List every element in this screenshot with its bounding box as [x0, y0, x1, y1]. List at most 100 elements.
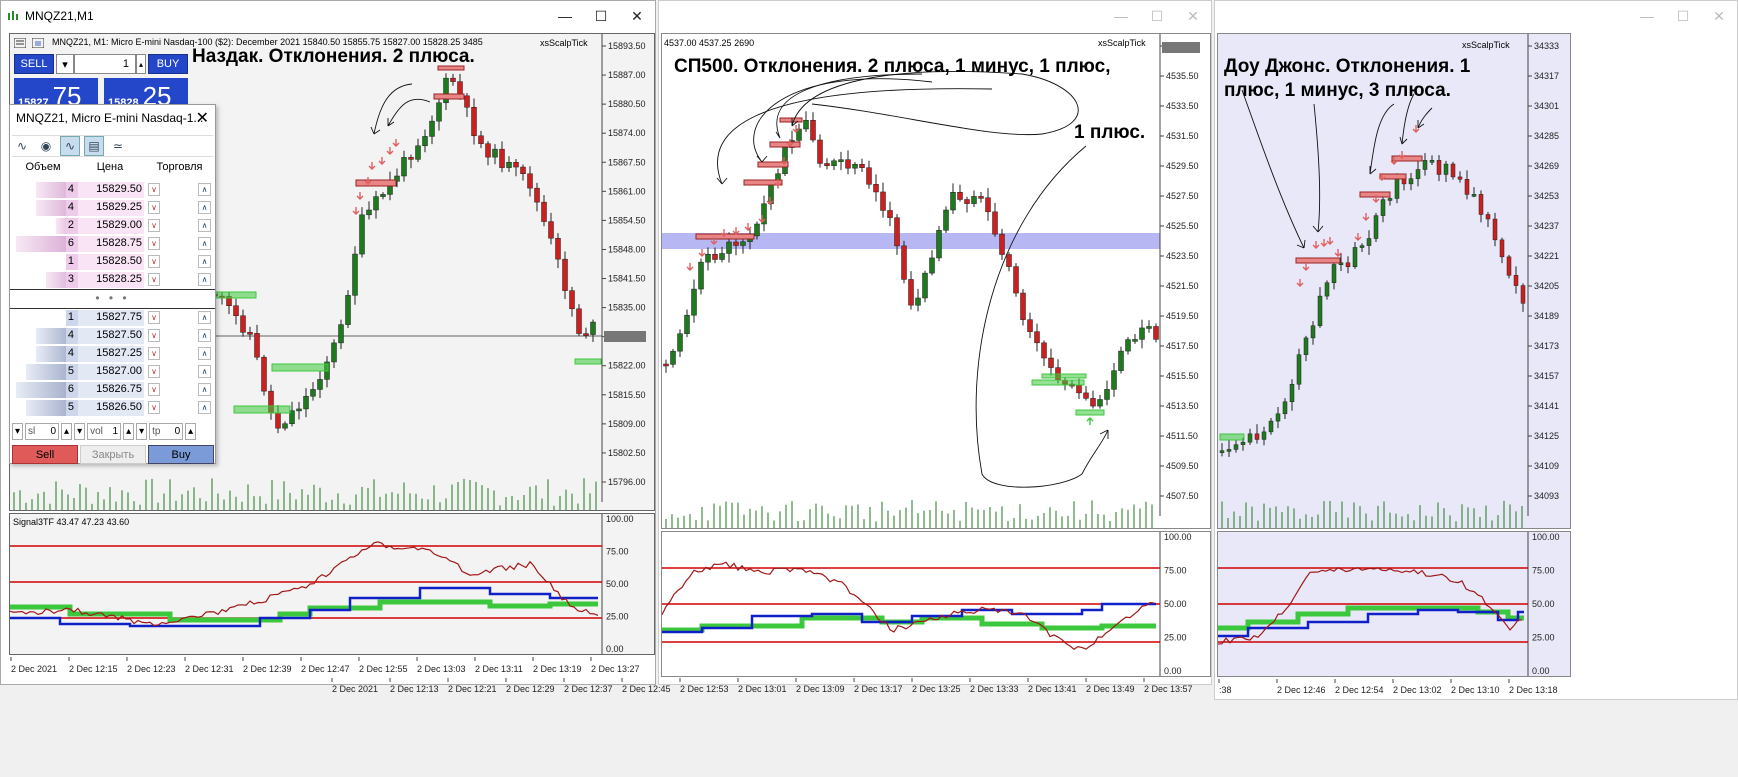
- minimize-icon[interactable]: —: [1114, 8, 1128, 24]
- close-icon[interactable]: ✕: [1713, 7, 1725, 24]
- tp-down-button[interactable]: ▾: [136, 423, 148, 440]
- chart-menu-icon[interactable]: [14, 38, 26, 48]
- sell-limit-icon[interactable]: ∨: [148, 237, 160, 250]
- buy-limit-icon[interactable]: ∧: [198, 183, 211, 196]
- dom-ask-row[interactable]: 6 15828.75 ∨ ∧: [10, 235, 215, 253]
- buy-limit-icon[interactable]: ∧: [198, 219, 211, 232]
- dom-close-button[interactable]: Закрыть: [80, 445, 146, 464]
- buy-limit-icon[interactable]: ∧: [198, 273, 211, 286]
- dom-sell-button[interactable]: Sell: [12, 445, 78, 464]
- buy-limit-icon[interactable]: ∧: [198, 237, 211, 250]
- dom-bid-row[interactable]: 5 15826.50 ∨ ∧: [10, 399, 215, 417]
- tp-up-button[interactable]: ▴: [185, 423, 197, 440]
- chart-mode-icon[interactable]: ∿: [16, 139, 28, 153]
- center-icon[interactable]: ▤: [84, 136, 104, 156]
- maximize-icon[interactable]: ☐: [1150, 7, 1164, 24]
- minimize-icon[interactable]: —: [558, 8, 572, 24]
- window-titlebar[interactable]: MNQZ21,M1 — ☐ ✕: [1, 1, 655, 31]
- buy-limit-icon[interactable]: ∧: [198, 383, 211, 396]
- dom-bid-row[interactable]: 6 15826.75 ∨ ∧: [10, 381, 215, 399]
- lot-size-input[interactable]: 1: [74, 54, 136, 74]
- sell-limit-icon[interactable]: ∨: [148, 401, 160, 414]
- dom-ask-row[interactable]: 1 15828.50 ∨ ∧: [10, 253, 215, 271]
- dom-bid-row[interactable]: 1 15827.75 ∨ ∧: [10, 309, 215, 327]
- oscillator-label: Signal3TF 43.47 47.23 43.60: [13, 517, 130, 527]
- buy-limit-icon[interactable]: ∧: [198, 201, 211, 214]
- tick-mode-icon[interactable]: ∿: [60, 136, 80, 156]
- price-pane[interactable]: 4537.254535.504533.504531.504529.504527.…: [661, 33, 1211, 529]
- oscillator-chart: 100.00 75.00 50.00 25.00 0.00: [662, 532, 1192, 676]
- signal-arrow-down: [1326, 237, 1334, 245]
- price-tick-label: 15822.00: [608, 361, 646, 371]
- vol-up-button[interactable]: ▴: [123, 423, 135, 440]
- minimize-icon[interactable]: —: [1640, 8, 1654, 24]
- sell-limit-icon[interactable]: ∨: [148, 347, 160, 360]
- close-icon[interactable]: ✕: [1187, 7, 1199, 24]
- candle-body: [373, 196, 379, 211]
- dom-buy-button[interactable]: Buy: [148, 445, 214, 464]
- sell-limit-icon[interactable]: ∨: [148, 273, 160, 286]
- oscillator-pane[interactable]: 100.00 75.00 50.00 25.00 0.00 Signal3TF 43.4…: [9, 513, 655, 655]
- signal-arrow-down: [364, 177, 372, 185]
- buy-limit-icon[interactable]: ∧: [198, 255, 211, 268]
- time-tick-label: 2 Dec 13:41: [1028, 684, 1077, 694]
- dom-ask-row[interactable]: 2 15829.00 ∨ ∧: [10, 217, 215, 235]
- sell-limit-icon[interactable]: ∨: [148, 365, 160, 378]
- chart-copy-icon[interactable]: [32, 38, 44, 48]
- time-tick-label: 2 Dec 12:23: [127, 664, 176, 674]
- window-titlebar[interactable]: — ☐ ✕: [659, 1, 1211, 31]
- sl-down-button[interactable]: ▾: [12, 423, 24, 440]
- dom-volume: 1: [67, 255, 74, 267]
- buy-limit-icon[interactable]: ∧: [198, 401, 211, 414]
- candle-body: [1513, 275, 1519, 286]
- sell-limit-icon[interactable]: ∨: [148, 219, 160, 232]
- rejection-zone: [1379, 173, 1407, 180]
- dom-bid-row[interactable]: 5 15827.00 ∨ ∧: [10, 363, 215, 381]
- sl-field[interactable]: sl 0: [25, 423, 60, 440]
- oscillator-pane[interactable]: 100.00 75.00 50.00 25.00 0.00: [661, 531, 1211, 677]
- rejection-zone: [757, 161, 789, 168]
- candle-body: [366, 209, 372, 216]
- sell-button[interactable]: SELL: [14, 54, 54, 74]
- depth-of-market-window[interactable]: MNQZ21, Micro E-mini Nasdaq-1... ✕ ∿ ◉ ∿…: [9, 104, 216, 464]
- chart-window-sp500[interactable]: — ☐ ✕ 4537.254535.504533.504531.504529.5…: [658, 0, 1212, 685]
- sell-limit-icon[interactable]: ∨: [148, 255, 160, 268]
- dom-bid-row[interactable]: 4 15827.50 ∨ ∧: [10, 327, 215, 345]
- volume-mode-icon[interactable]: ◉: [40, 139, 52, 153]
- buy-limit-icon[interactable]: ∧: [198, 311, 211, 324]
- buy-limit-icon[interactable]: ∧: [198, 329, 211, 342]
- close-icon[interactable]: ✕: [195, 110, 209, 127]
- price-pane[interactable]: 34333 34317 34301 34285 34269 34253 34237 34221…: [1217, 33, 1571, 529]
- vol-field[interactable]: vol 1: [87, 423, 122, 440]
- window-titlebar[interactable]: — ☐ ✕: [1215, 1, 1737, 31]
- candle-body: [1268, 420, 1274, 433]
- lot-down-button[interactable]: ▾: [56, 54, 74, 74]
- maximize-icon[interactable]: ☐: [1676, 7, 1690, 24]
- buy-limit-icon[interactable]: ∧: [198, 347, 211, 360]
- dom-ask-row[interactable]: 3 15828.25 ∨ ∧: [10, 271, 215, 289]
- dom-ask-row[interactable]: 4 15829.25 ∨ ∧: [10, 199, 215, 217]
- settings-icon[interactable]: ≃: [112, 139, 124, 153]
- tp-field[interactable]: tp 0: [149, 423, 184, 440]
- sl-up-button[interactable]: ▴: [61, 423, 73, 440]
- sell-limit-icon[interactable]: ∨: [148, 183, 160, 196]
- vol-down-button[interactable]: ▾: [74, 423, 86, 440]
- sell-limit-icon[interactable]: ∨: [148, 383, 160, 396]
- oscillator-pane[interactable]: 100.00 75.00 50.00 25.00 0.00: [1217, 531, 1571, 677]
- maximize-icon[interactable]: ☐: [594, 7, 608, 24]
- chart-window-dow[interactable]: — ☐ ✕ 34333 34317 34301 34285 34269 34253 3423…: [1214, 0, 1738, 700]
- close-icon[interactable]: ✕: [631, 7, 643, 24]
- oscillator-chart: 100.00 75.00 50.00 25.00 0.00: [1218, 532, 1560, 676]
- candle-body: [936, 230, 942, 259]
- buy-limit-icon[interactable]: ∧: [198, 365, 211, 378]
- sell-limit-icon[interactable]: ∨: [148, 329, 160, 342]
- candle-body: [1118, 350, 1124, 371]
- time-tick-label: 2 Dec 12:55: [359, 664, 408, 674]
- buy-button[interactable]: BUY: [148, 54, 188, 74]
- dom-ask-row[interactable]: 4 15829.50 ∨ ∧: [10, 181, 215, 199]
- lot-up-button[interactable]: ▴: [136, 54, 146, 74]
- dom-bid-row[interactable]: 4 15827.25 ∨ ∧: [10, 345, 215, 363]
- sell-limit-icon[interactable]: ∨: [148, 201, 160, 214]
- sell-limit-icon[interactable]: ∨: [148, 311, 160, 324]
- candle-body: [338, 324, 344, 344]
